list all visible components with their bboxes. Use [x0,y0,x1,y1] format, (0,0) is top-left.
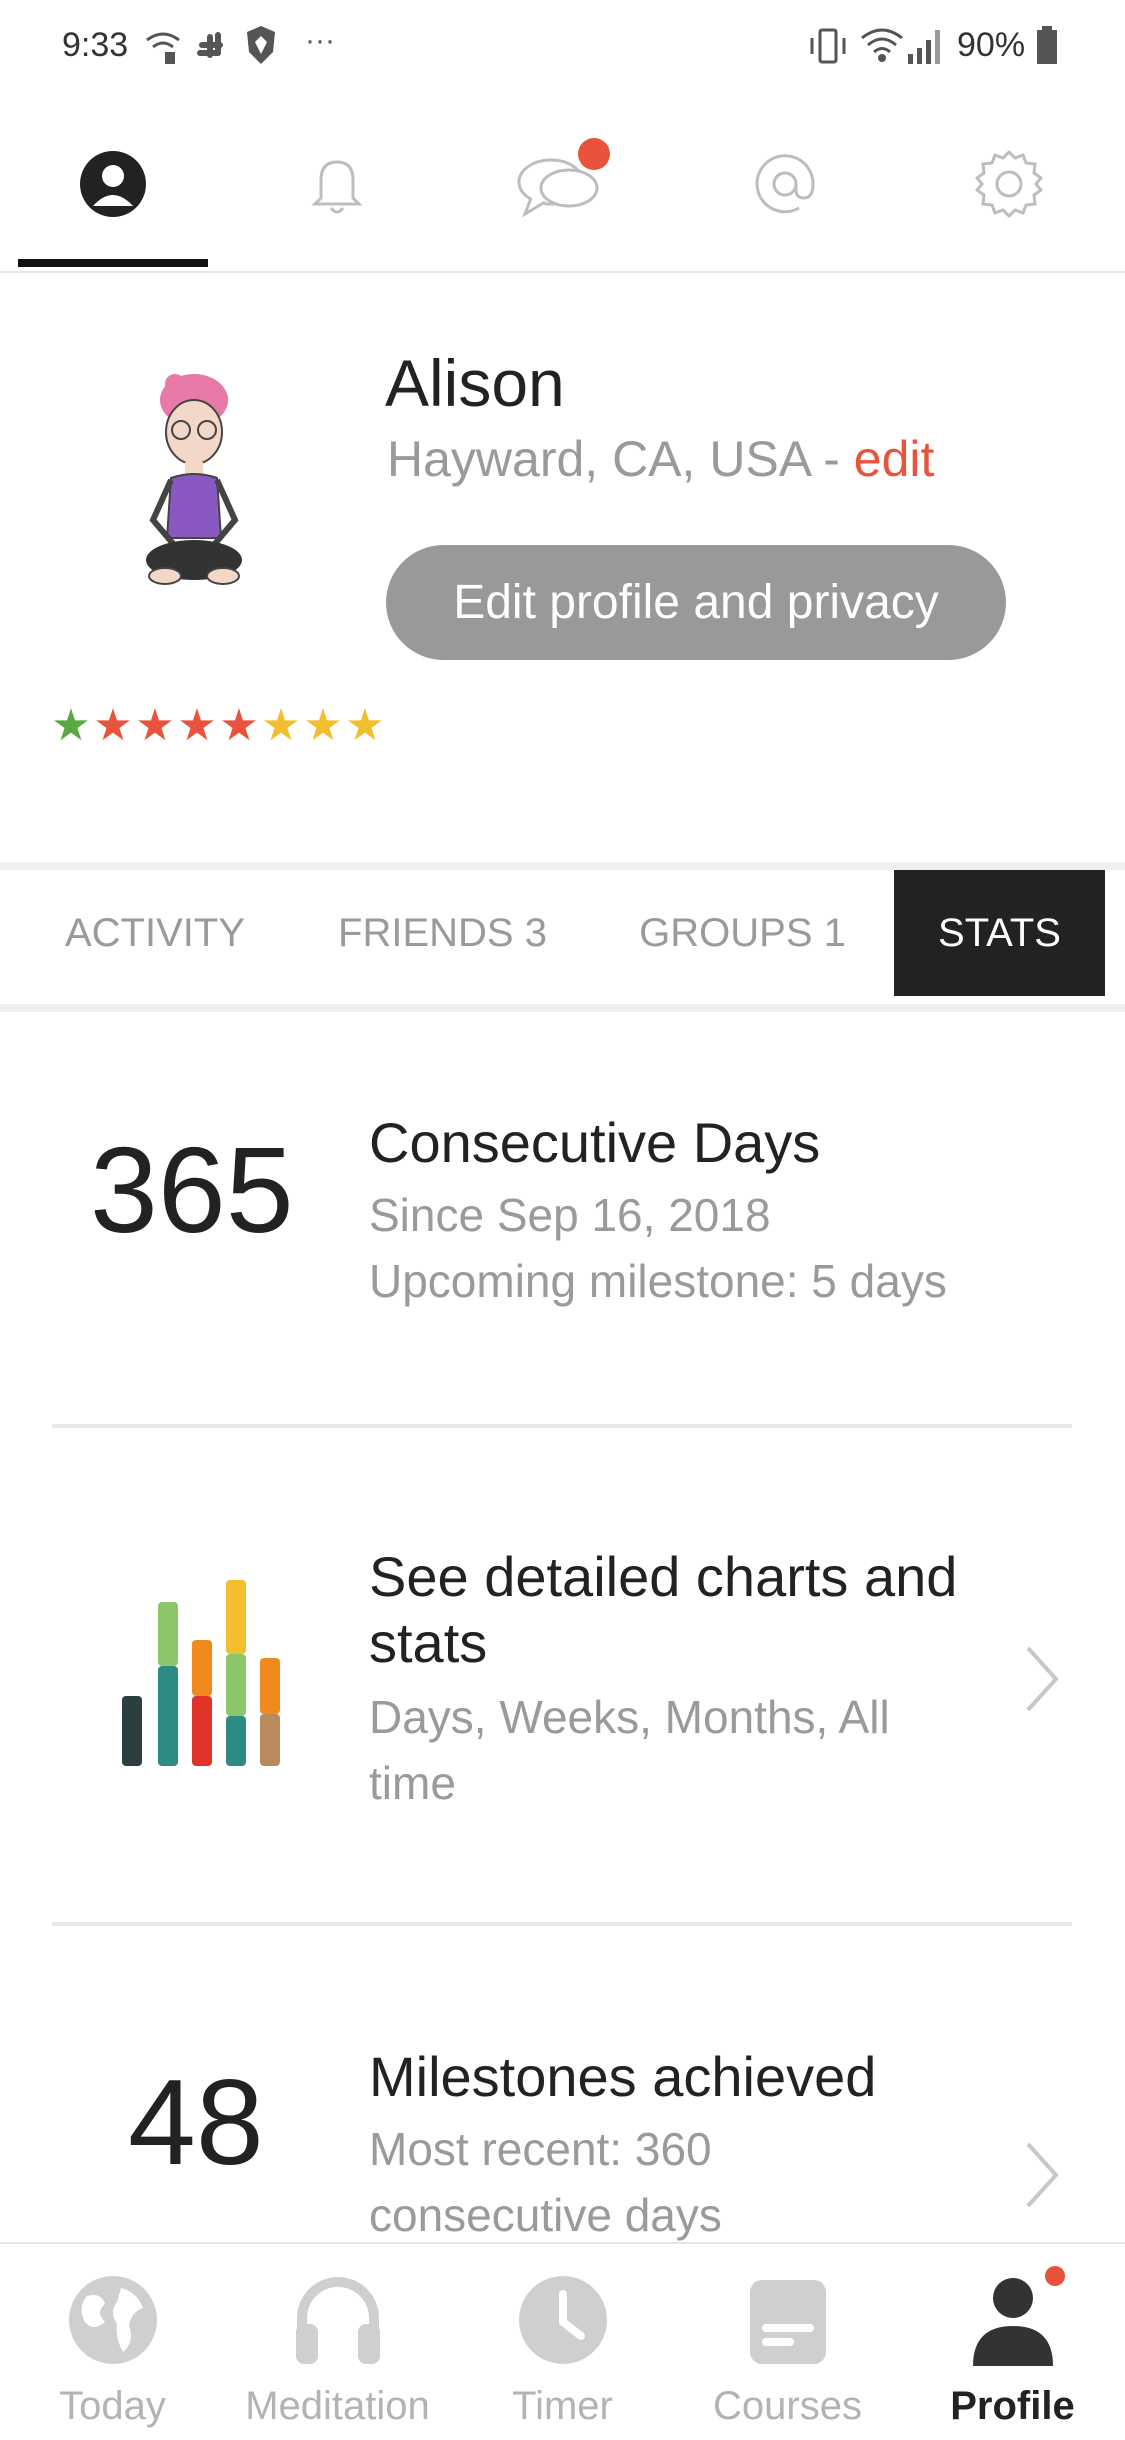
subtab-stats[interactable]: STATS [894,870,1105,996]
chat-icon [517,158,599,217]
star-icon: ★ [345,701,385,750]
brave-icon [247,26,275,64]
charts-sub-line1: Days, Weeks, Months, All [369,1691,890,1743]
tab-profile[interactable] [18,96,208,271]
gear-icon [974,149,1044,218]
tab-notifications[interactable] [242,96,432,271]
milestones-sub-line2: consecutive days [369,2189,722,2241]
bell-icon [311,159,363,213]
milestones-number: 48 [128,2054,264,2190]
person-icon [972,2278,1053,2366]
tab-mentions[interactable] [690,96,880,271]
bottom-nav: Today Meditation Timer Courses Profile [0,2242,1125,2440]
nav-today-label: Today [59,2384,166,2428]
profile-subtabs: ACTIVITY FRIENDS 3 GROUPS 1 STATS [0,862,1125,1012]
nav-meditation[interactable]: Meditation [225,2244,450,2440]
divider [52,1922,1072,1926]
status-bar: 9:33 ··· 90% [0,0,1125,96]
charts-and-stats-row[interactable]: See detailed charts and stats Days, Week… [0,1430,1125,1920]
profile-name: Alison [385,346,565,420]
consecutive-days-number: 365 [90,1122,294,1258]
star-icon: ★ [51,701,91,750]
subtab-groups[interactable]: GROUPS 1 [639,910,846,955]
tab-messages[interactable] [466,96,656,271]
active-tab-indicator [18,259,208,267]
star-icon: ★ [177,701,217,750]
nav-timer[interactable]: Timer [450,2244,675,2440]
charts-title-line1: See detailed charts and [369,1545,958,1608]
more-icon: ··· [305,24,335,57]
upcoming-milestone: Upcoming milestone: 5 days [369,1255,947,1307]
profile-badge [1045,2266,1065,2286]
avatar [146,374,242,585]
nav-courses-label: Courses [713,2384,862,2428]
subtab-activity[interactable]: ACTIVITY [64,910,246,955]
nav-courses[interactable]: Courses [675,2244,900,2440]
star-icon: ★ [93,701,133,750]
messages-badge [578,138,610,170]
charts-title-line2: stats [369,1611,488,1674]
nav-profile[interactable]: Profile [900,2244,1125,2440]
profile-location: Hayward, CA, USA - edit [387,430,934,488]
milestones-title: Milestones achieved [369,2045,877,2108]
charts-sub-line2: time [369,1757,456,1809]
battery-icon [1037,26,1057,64]
nav-meditation-label: Meditation [245,2384,430,2428]
headphones-icon [295,2277,380,2364]
clock-icon [518,2276,607,2364]
edit-location-link[interactable]: edit [853,431,935,487]
nav-today[interactable]: Today [0,2244,225,2440]
consecutive-days-title: Consecutive Days [369,1111,821,1174]
chevron-right-icon [1026,2142,1059,2208]
tab-settings[interactable] [914,96,1104,271]
profile-location-text: Hayward, CA, USA - [387,431,854,487]
profile-icon [80,150,146,217]
top-tab-bar [0,96,1125,273]
signal-icon [908,30,940,64]
star-rating: ★ ★ ★ ★ ★ ★ ★ ★ [50,701,386,750]
vibrate-icon [810,28,846,64]
milestones-row[interactable]: 48 Milestones achieved Most recent: 360 … [0,1926,1125,2242]
wifi-icon [861,28,903,62]
star-icon: ★ [303,701,343,750]
courses-icon [749,2280,826,2364]
globe-icon [68,2276,157,2364]
at-icon [755,153,815,213]
edit-profile-button[interactable]: Edit profile and privacy [386,545,1006,660]
milestones-sub-line1: Most recent: 360 [369,2123,712,2175]
nav-timer-label: Timer [512,2384,613,2428]
nav-profile-label: Profile [950,2384,1075,2428]
subtab-friends[interactable]: FRIENDS 3 [338,910,547,955]
battery-percent: 90% [957,26,1026,64]
status-time: 9:33 [62,26,129,64]
consecutive-days-since: Since Sep 16, 2018 [369,1189,771,1241]
chevron-right-icon [1026,1646,1059,1712]
divider [52,1424,1072,1428]
wifi-call-icon [146,32,180,64]
slack-icon [197,32,223,58]
star-icon: ★ [219,701,259,750]
star-icon: ★ [261,701,301,750]
star-icon: ★ [135,701,175,750]
bar-chart-icon [122,1580,280,1766]
